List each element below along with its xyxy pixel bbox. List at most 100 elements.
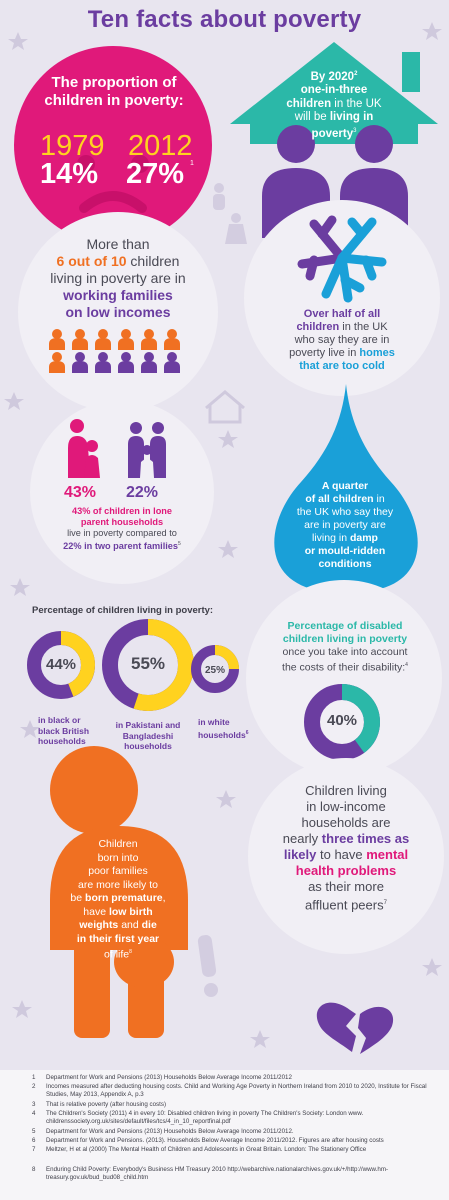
fact9-line8: in their first year (76, 932, 160, 945)
footnote-3-num: 3 (32, 1101, 36, 1108)
fact8-pct: 40% (326, 712, 358, 729)
footnote-6-text: Department for Work and Pensions. (2013)… (46, 1137, 384, 1144)
footnote-3-text: That is relative poverty (after housing … (46, 1101, 167, 1108)
fact7-label-2-l1: in Pakistani and (115, 720, 181, 730)
fact10-line4a: nearly (282, 831, 322, 846)
footnote-5-text: Department for Work and Pensions (2013) … (46, 1128, 294, 1135)
footnote-4: 4 The Children's Society (2011) 4 in ever… (32, 1110, 446, 1128)
fact2-line5: poverty (311, 127, 354, 140)
fact7-label-3-l2: households (198, 729, 246, 740)
fact8-line1: Percentage of disabled (287, 620, 403, 632)
fact2-text: By 20202 one-in-three children in the UK… (268, 68, 400, 141)
fact10-line8: affluent peers (305, 897, 384, 913)
fact4-circle (244, 200, 440, 396)
star-icon (20, 720, 40, 738)
fact7-donut-3-value-arc (191, 645, 239, 693)
fact3-people-icons (49, 329, 180, 373)
fact10-line5b: to have (316, 847, 367, 862)
fact2-line4: will be (294, 111, 330, 124)
fact10-line4b: three times as (321, 831, 410, 846)
fact9-line5a: be (70, 892, 86, 904)
star-icon (8, 32, 28, 50)
fact2-line2: one-in-three (300, 84, 368, 97)
fact7-pct-2: 55% (130, 654, 166, 673)
fact1-pct-2012: 27% (126, 158, 185, 190)
fact9-line3: poor families (88, 865, 148, 877)
house-icon (205, 390, 245, 424)
fact9-line9: of life (104, 948, 130, 961)
fact6-line4: are in poverty are (304, 519, 386, 531)
fact2-line1-ref: 2 (354, 71, 358, 77)
fact2-line1: By 2020 (310, 70, 355, 83)
fact8-line3: once you take into account (282, 646, 408, 658)
fact6-line7: conditions (318, 558, 372, 570)
fact9-ref: 8 (129, 949, 132, 955)
fact8-line4: the costs of their disability: (282, 661, 406, 674)
fact9-line1: Children (98, 838, 138, 850)
fact5-pct-lone: 43% (64, 484, 97, 501)
fact1-heading-line2: children in poverty: (44, 92, 184, 109)
fact3-line2b: children (126, 253, 180, 269)
fact7-donuts (27, 619, 239, 711)
footnote-6-num: 6 (32, 1137, 36, 1144)
fact10-line2: in low-income (306, 799, 386, 814)
footnote-4-text: The Children's Society (2011) 4 in every… (46, 1110, 364, 1125)
footnote-8-text: Enduring Child Poverty: Everybody's Busi… (46, 1166, 389, 1181)
fact2-line4b: living in (329, 111, 374, 124)
fact9-line6a: have (83, 905, 109, 918)
fact7-label-1-l1: in black or (38, 715, 81, 725)
footnote-5: 5 Department for Work and Pensions (2013)… (32, 1128, 446, 1137)
fact7-label-1-l3: households (38, 736, 86, 746)
fact10-line5a: likely (283, 847, 317, 862)
fact1-heading-line1: The proportion of (51, 74, 177, 91)
star-icon (422, 22, 442, 40)
fact9-line7a: weights (79, 919, 119, 931)
fact5-line1: 43% of children in lone (71, 506, 173, 516)
fact6-line1: A quarter (321, 480, 369, 492)
footnote-8: 8 Enduring Child Poverty: Everybody's Bus… (32, 1166, 446, 1184)
sad-face-icon (77, 155, 149, 213)
fact2-line5-ref: 3 (353, 127, 357, 134)
fact3-circle (18, 212, 218, 412)
fact10-line6: health problems (295, 863, 397, 878)
fact4-line2: children (296, 321, 340, 333)
star-icon (10, 578, 30, 596)
fact5-text: 43% of children in lone parent household… (40, 506, 204, 552)
fact3-line1: More than (86, 236, 150, 252)
fact6-line2b: in (373, 493, 385, 505)
water-drop-icon (274, 384, 418, 590)
footnote-3: 3 That is relative poverty (after housing… (32, 1101, 446, 1110)
fact7-label-3-ref: 6 (245, 729, 249, 736)
fact1-year-1979: 1979 (40, 130, 105, 162)
fact6-line2: of all children (305, 493, 374, 505)
broken-heart-icon (316, 1002, 394, 1054)
footnote-1-text: Department for Work and Pensions (2013) … (46, 1074, 292, 1081)
fact2-line3b: in the UK (331, 97, 382, 110)
fact9-line2: born into (97, 851, 139, 864)
fact3-line4: working families (63, 287, 173, 303)
family-icon (213, 183, 247, 244)
star-icon (216, 790, 236, 808)
fact10-line7: as their more (308, 879, 384, 894)
star-icon (218, 430, 238, 448)
fact1-circle (14, 46, 212, 244)
fact3-text: More than 6 out of 10 children living in… (24, 236, 212, 321)
fact9-line5b: born premature (85, 892, 163, 904)
fact5-line3: live in poverty compared to (67, 528, 177, 538)
star-icon (250, 1030, 270, 1048)
footnote-2-text: Incomes measured after deducting housing… (46, 1083, 427, 1098)
fact1-pct-1979: 14% (40, 158, 99, 190)
fact4-line4b: homes (359, 347, 395, 359)
fact7-label-1: in black or black British households (38, 715, 89, 747)
footnote-1: 1 Department for Work and Pensions (2013)… (32, 1074, 446, 1083)
fact6-line6: or mould-ridden (304, 545, 386, 557)
fact3-line5: on low incomes (65, 304, 171, 320)
fact9-line7c: die (141, 919, 157, 931)
fact5-line4: 22% in two parent families (63, 541, 179, 552)
snowflake-icon (297, 215, 387, 303)
exclamation-icon (197, 935, 218, 997)
footnote-4-num: 4 (32, 1110, 36, 1117)
footnote-7: 7 Meltzer, H et al (2000) The Mental Heal… (32, 1146, 446, 1164)
fact7-label-3: in white households6 (198, 717, 248, 740)
